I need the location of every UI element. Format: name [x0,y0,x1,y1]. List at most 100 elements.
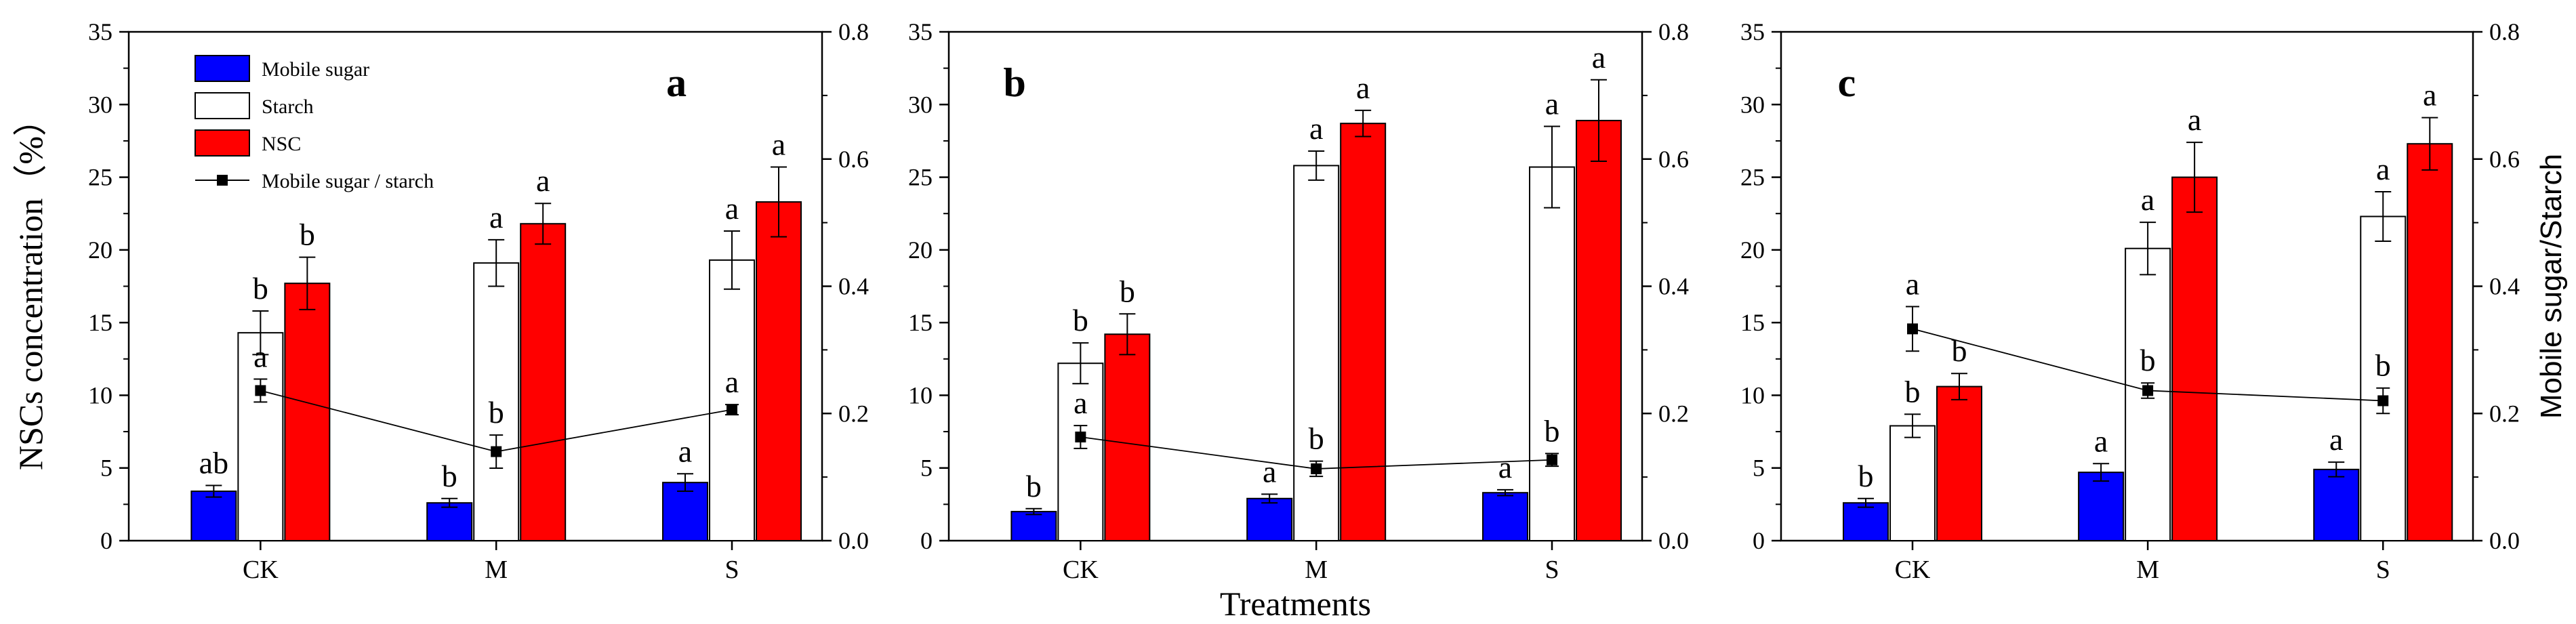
left-tick-label: 25 [908,164,933,191]
ratio-point-m [2142,385,2154,396]
significance-letter: b [442,459,457,493]
bar-nsc-s [1576,119,1622,542]
x-axis-title: Treatments [1220,585,1371,623]
panel-c: 051015202530350.00.20.40.60.8CKbbbMaaaSa… [1740,18,2568,584]
left-tick-label: 5 [920,455,933,482]
right-tick-label: 0.0 [2489,527,2520,554]
x-tick-label: S [724,556,739,584]
bar-nsc-m [2171,176,2218,542]
significance-letter: b [1073,303,1088,337]
right-tick-label: 0.2 [1658,400,1689,427]
bar-starch-s [1529,166,1576,541]
left-tick-label: 5 [100,455,113,482]
legend-label: NSC [262,133,301,155]
panel-a: 051015202530350.00.20.40.60.8CKabbbMbaaS… [12,18,869,584]
right-tick-label: 0.6 [1658,146,1689,173]
left-tick-label: 35 [1740,18,1765,45]
significance-letter: a [772,127,785,162]
bar-starch-s [709,259,756,541]
left-tick-label: 20 [1740,236,1765,264]
ratio-significance-letter: b [1309,421,1324,456]
bar-starch-ck [1057,362,1104,541]
ratio-significance-letter: a [1906,267,1919,301]
right-tick-label: 0.6 [838,146,869,173]
significance-letter: a [2423,78,2436,112]
significance-letter: b [253,271,268,306]
significance-letter: ab [199,445,228,480]
significance-letter: a [2376,152,2390,186]
legend-swatch [195,55,250,82]
ratio-significance-letter: b [2140,343,2156,377]
x-tick-label: M [2136,556,2159,584]
legend-swatch [195,129,250,157]
significance-letter: a [2094,423,2108,458]
significance-letter: a [1309,111,1323,146]
ratio-point-s [727,404,738,415]
bar-nsc-m [520,223,567,541]
bar-mobile-sugar-s [2313,468,2360,541]
left-tick-label: 35 [908,18,933,45]
panel-label: b [1003,60,1025,105]
right-tick-label: 0.4 [838,273,869,300]
significance-letter: a [1356,70,1370,105]
left-tick-label: 10 [1740,381,1765,409]
x-tick-label: M [485,556,508,584]
bar-starch-m [1293,165,1340,542]
ratio-point-ck [1906,323,1918,335]
left-tick-label: 30 [908,91,933,118]
ratio-significance-letter: b [1545,413,1560,448]
bar-mobile-sugar-m [1246,497,1293,542]
ratio-significance-letter: a [725,365,739,399]
left-tick-label: 0 [1753,527,1765,554]
x-tick-label: S [1545,556,1559,584]
right-tick-label: 0.4 [1658,273,1689,300]
significance-letter: a [536,163,550,198]
panel-label: a [666,60,687,105]
bar-nsc-s [2407,143,2453,542]
bar-nsc-ck [284,283,331,541]
left-tick-label: 15 [908,309,933,336]
bar-starch-m [473,262,520,541]
significance-letter: a [1263,454,1276,488]
right-tick-label: 0.2 [838,400,869,427]
ratio-significance-letter: b [2375,348,2391,383]
significance-letter: b [1026,469,1042,503]
significance-letter: b [1858,459,1873,493]
right-tick-label: 0.8 [1658,18,1689,45]
left-tick-label: 5 [1753,455,1765,482]
significance-letter: a [1592,40,1606,75]
x-tick-label: S [2376,556,2390,584]
ratio-significance-letter: a [253,339,267,374]
left-tick-label: 10 [88,381,113,409]
significance-letter: a [1498,450,1512,484]
significance-letter: a [489,200,503,234]
bar-mobile-sugar-m [426,502,473,541]
left-tick-label: 20 [88,236,113,264]
left-tick-label: 10 [908,381,933,409]
significance-letter: a [678,434,692,468]
bar-mobile-sugar-s [1482,492,1529,541]
significance-letter: a [1545,86,1559,121]
left-tick-label: 30 [1740,91,1765,118]
left-tick-label: 25 [88,164,113,191]
panel-b: 051015202530350.00.20.40.60.8CKbbbMaaaSa… [908,18,1689,623]
left-tick-label: 35 [88,18,113,45]
left-tick-label: 25 [1740,164,1765,191]
ratio-point-ck [1075,431,1086,442]
x-tick-label: M [1305,556,1328,584]
bar-nsc-m [1340,123,1387,541]
right-tick-label: 0.2 [2489,400,2520,427]
bar-mobile-sugar-ck [1010,511,1057,541]
bar-mobile-sugar-m [2078,472,2125,541]
bar-starch-ck [1889,425,1936,542]
significance-letter: a [2188,102,2201,137]
x-tick-label: CK [1895,556,1931,584]
significance-letter: a [2141,182,2154,217]
ratio-point-m [491,446,502,457]
left-tick-label: 0 [100,527,113,554]
significance-letter: b [1120,274,1135,308]
legend-label: Mobile sugar / starch [262,170,434,192]
right-tick-label: 0.8 [838,18,869,45]
